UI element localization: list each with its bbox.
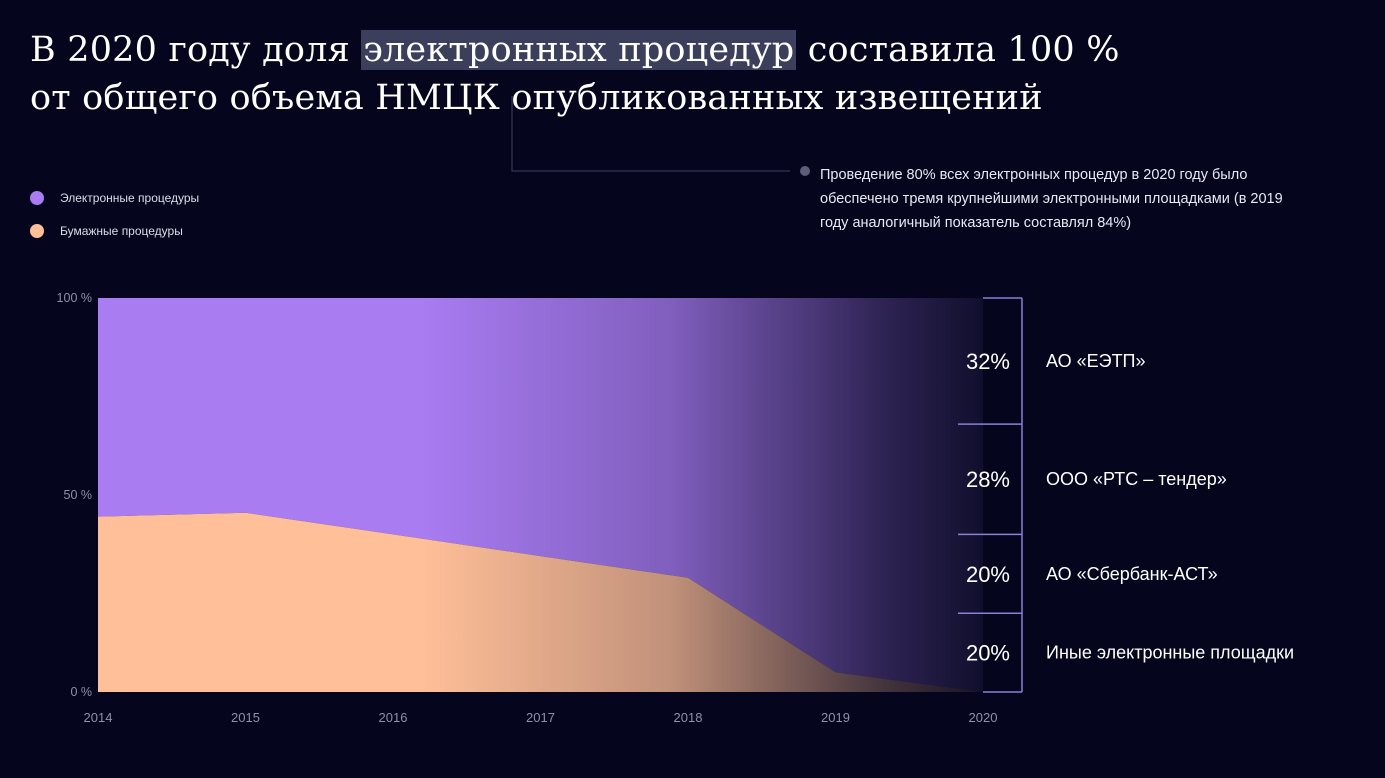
breakdown-label: АО «ЕЭТП» [1046,351,1146,371]
fade-overlay [98,298,1023,692]
x-tick-label: 2016 [379,710,408,725]
x-tick-label: 2015 [231,710,260,725]
breakdown-value: 28% [966,467,1010,492]
note-bullet-icon [800,166,810,176]
x-tick-label: 2020 [969,710,998,725]
legend-item-paper: Бумажные процедуры [30,219,199,243]
chart-title: В 2020 году доля электронных процедур со… [30,26,1330,122]
y-tick-label: 100 % [57,291,92,305]
title-line2: от общего объема НМЦК опубликованных изв… [30,78,1043,118]
x-tick-label: 2019 [821,710,850,725]
x-tick-label: 2018 [674,710,703,725]
y-tick-label: 50 % [64,488,93,502]
title-part1: В 2020 году доля [30,30,362,70]
legend-swatch-paper [30,224,44,238]
legend-swatch-electronic [30,191,44,205]
breakdown-value: 20% [966,641,1010,666]
breakdown-label: ООО «РТС – тендер» [1046,469,1227,489]
title-part2: составила 100 % [796,30,1120,70]
y-tick-label: 0 % [70,685,92,699]
breakdown-value: 20% [966,562,1010,587]
legend-label-paper: Бумажные процедуры [60,224,183,238]
breakdown-label: АО «Сбербанк-АСТ» [1046,564,1218,584]
x-tick-label: 2014 [84,710,113,725]
x-tick-label: 2017 [526,710,555,725]
legend-label-electronic: Электронные процедуры [60,191,200,205]
breakdown-label: Иные электронные площадки [1046,643,1294,663]
breakdown-value: 32% [966,349,1010,374]
title-highlight: электронных процедур [361,30,797,70]
annotation-note: Проведение 80% всех электронных процедур… [820,167,1283,231]
legend-item-electronic: Электронные процедуры [30,186,199,210]
annotation-connector-line [511,96,790,172]
legend: Электронные процедуры Бумажные процедуры [30,186,199,252]
